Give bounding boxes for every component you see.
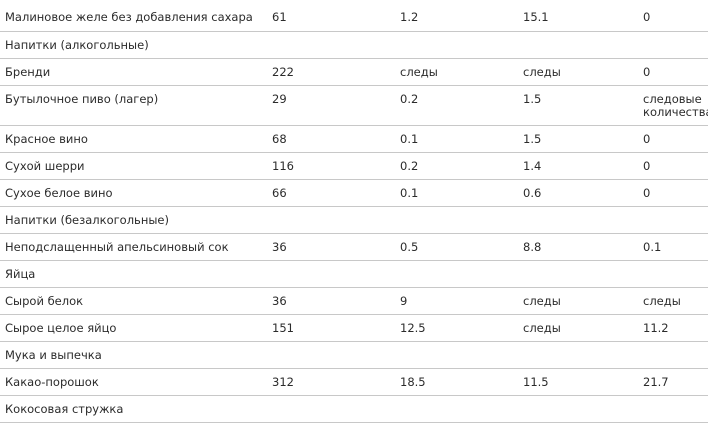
food-name: Сырое целое яйцо bbox=[0, 314, 267, 342]
value-cell: 0.1 bbox=[395, 179, 518, 207]
value-cell: 0.5 bbox=[395, 233, 518, 261]
table-row: Бутылочное пиво (лагер) 29 0.2 1.5 следовые … bbox=[0, 85, 708, 126]
food-name: Сырой белок bbox=[0, 287, 267, 315]
value-cell: 0 bbox=[638, 179, 708, 207]
section-row: Мука и выпечка bbox=[0, 341, 708, 369]
value-cell: 0.2 bbox=[395, 152, 518, 180]
value-cell: 29 bbox=[267, 85, 395, 126]
value-cell: 0.2 bbox=[395, 85, 518, 126]
nutrition-table: Малиновое желе без добавления сахара 61 1.… bbox=[0, 4, 708, 423]
value-cell: 1.4 bbox=[518, 152, 638, 180]
value-cell: 0 bbox=[638, 58, 708, 86]
section-row: Напитки (алкогольные) bbox=[0, 31, 708, 59]
table-row: Сухое белое вино 66 0.1 0.6 0 bbox=[0, 179, 708, 207]
table-row: Сухой шерри 116 0.2 1.4 0 bbox=[0, 152, 708, 180]
value-cell: 151 bbox=[267, 314, 395, 342]
value-cell: 61 bbox=[267, 4, 395, 32]
food-name: Красное вино bbox=[0, 125, 267, 153]
value-cell: 8.8 bbox=[518, 233, 638, 261]
value-cell: 21.7 bbox=[638, 368, 708, 396]
section-title: Напитки (алкогольные) bbox=[0, 31, 708, 59]
value-cell: 0 bbox=[638, 152, 708, 180]
value-cell: 222 bbox=[267, 58, 395, 86]
value-cell: 11.5 bbox=[518, 368, 638, 396]
value-cell: следы bbox=[395, 58, 518, 86]
food-name: Сухое белое вино bbox=[0, 179, 267, 207]
food-name: Бутылочное пиво (лагер) bbox=[0, 85, 267, 126]
table-row: Сырое целое яйцо 151 12.5 следы 11.2 bbox=[0, 314, 708, 342]
food-name: Неподслащенный апельсиновый сок bbox=[0, 233, 267, 261]
value-cell: 9 bbox=[395, 287, 518, 315]
value-cell: 1.2 bbox=[395, 4, 518, 32]
value-cell: 0 bbox=[638, 4, 708, 32]
section-title: Яйца bbox=[0, 260, 708, 288]
table-body: Малиновое желе без добавления сахара 61 1.… bbox=[0, 4, 708, 423]
value-cell: 15.1 bbox=[518, 4, 638, 32]
value-cell: 1.5 bbox=[518, 85, 638, 126]
table-row: Малиновое желе без добавления сахара 61 1.… bbox=[0, 4, 708, 32]
value-cell: 36 bbox=[267, 287, 395, 315]
table-row: Неподслащенный апельсиновый сок 36 0.5 8.8 0… bbox=[0, 233, 708, 261]
value-cell: следы bbox=[638, 287, 708, 315]
food-name: Малиновое желе без добавления сахара bbox=[0, 4, 267, 32]
section-row: Яйца bbox=[0, 260, 708, 288]
section-title: Напитки (безалкогольные) bbox=[0, 206, 708, 234]
table-row: Сырой белок 36 9 следы следы bbox=[0, 287, 708, 315]
value-cell: 0.6 bbox=[518, 179, 638, 207]
value-cell: следы bbox=[518, 58, 638, 86]
value-cell: 66 bbox=[267, 179, 395, 207]
value-cell: 68 bbox=[267, 125, 395, 153]
table-row: Бренди 222 следы следы 0 bbox=[0, 58, 708, 86]
value-cell: 11.2 bbox=[638, 314, 708, 342]
value-cell: следовые количества bbox=[638, 85, 708, 126]
food-name: Какао-порошок bbox=[0, 368, 267, 396]
value-cell: 1.5 bbox=[518, 125, 638, 153]
value-cell: 116 bbox=[267, 152, 395, 180]
section-title: Мука и выпечка bbox=[0, 341, 708, 369]
value-cell: следы bbox=[518, 287, 638, 315]
page: Малиновое желе без добавления сахара 61 1.… bbox=[0, 4, 708, 423]
value-cell: 0.1 bbox=[395, 125, 518, 153]
value-cell: 312 bbox=[267, 368, 395, 396]
value-cell: 18.5 bbox=[395, 368, 518, 396]
table-row: Красное вино 68 0.1 1.5 0 bbox=[0, 125, 708, 153]
food-name: Сухой шерри bbox=[0, 152, 267, 180]
value-cell: 12.5 bbox=[395, 314, 518, 342]
value-cell: 0 bbox=[638, 125, 708, 153]
value-cell: 0.1 bbox=[638, 233, 708, 261]
food-name: Бренди bbox=[0, 58, 267, 86]
value-cell: следы bbox=[518, 314, 638, 342]
table-row: Какао-порошок 312 18.5 11.5 21.7 bbox=[0, 368, 708, 396]
section-row: Напитки (безалкогольные) bbox=[0, 206, 708, 234]
value-cell: 36 bbox=[267, 233, 395, 261]
